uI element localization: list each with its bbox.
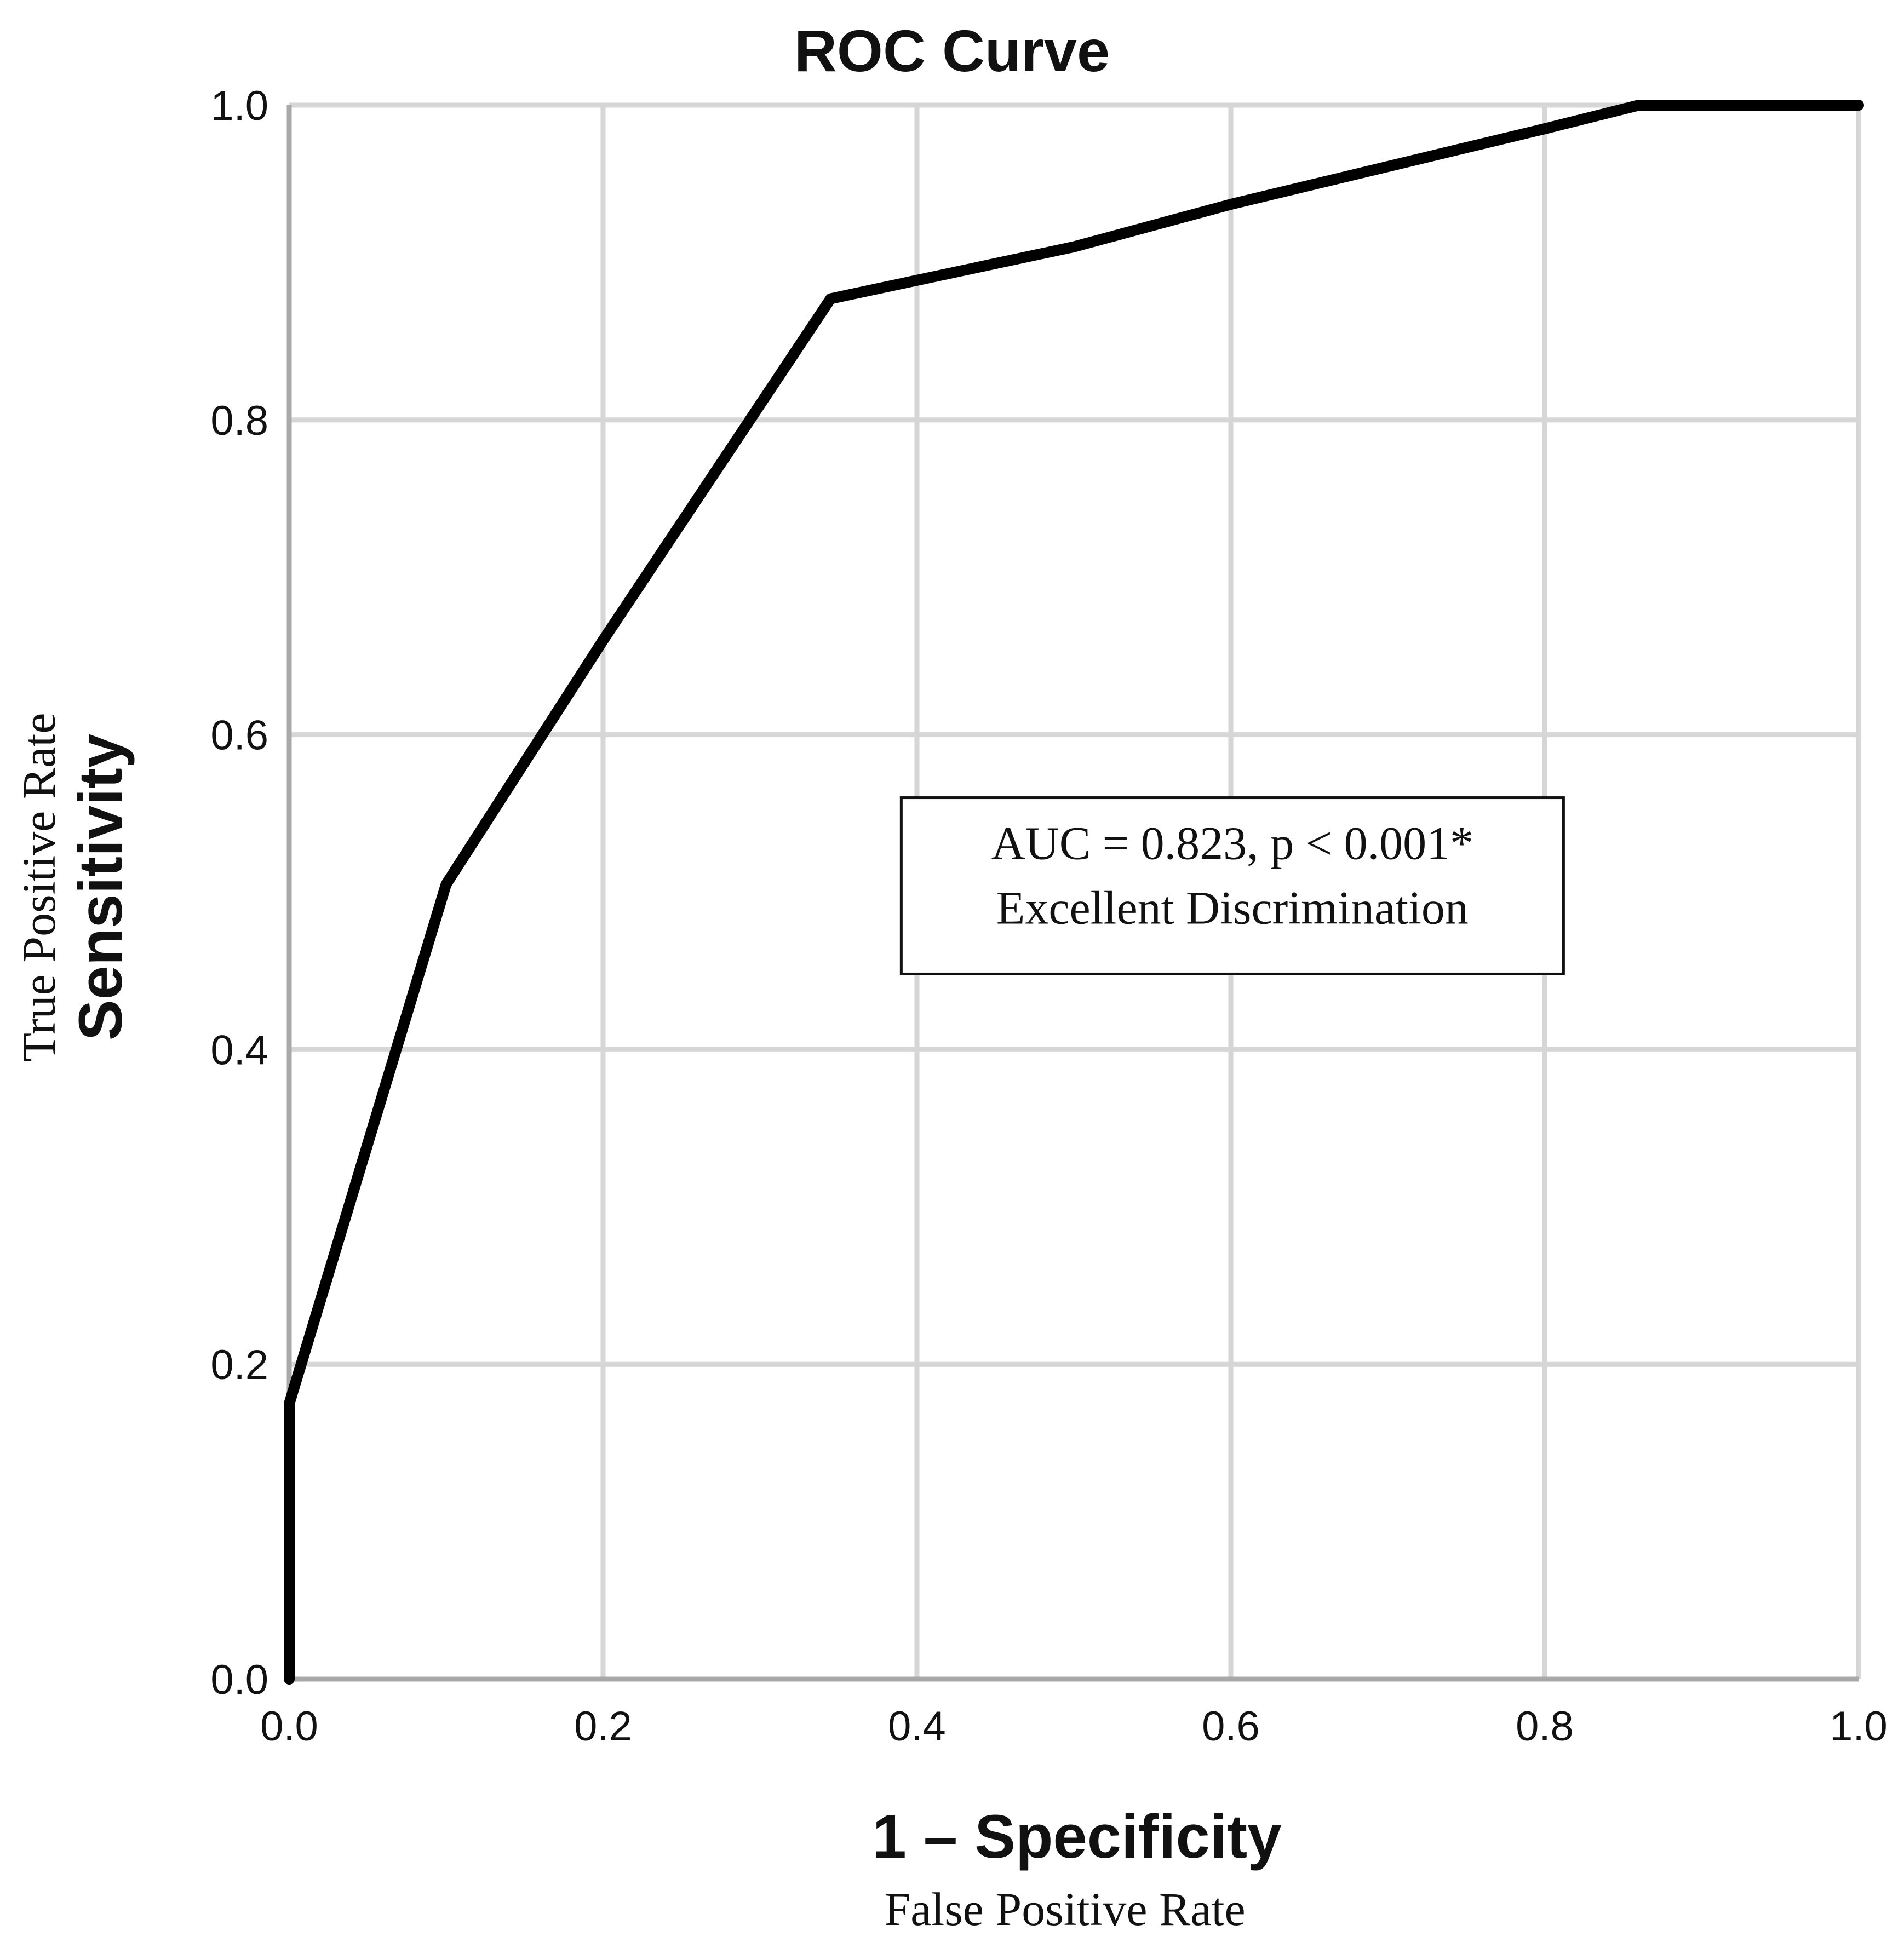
x-tick-label-1: 0.2 bbox=[574, 1703, 632, 1750]
x-tick-label-2: 0.4 bbox=[888, 1703, 946, 1750]
annotation: AUC = 0.823, p < 0.001* Excellent Discri… bbox=[899, 796, 1565, 975]
annotation-box bbox=[899, 796, 1565, 975]
y-tick-label-4: 0.8 bbox=[210, 398, 268, 444]
x-axis-title: 1 – Specificity bbox=[872, 1802, 1281, 1871]
y-tick-labels: 0.0 0.2 0.4 0.6 0.8 1.0 bbox=[210, 83, 268, 1703]
x-tick-labels: 0.0 0.2 0.4 0.6 0.8 1.0 bbox=[260, 1703, 1888, 1750]
y-tick-label-0: 0.0 bbox=[210, 1657, 268, 1703]
chart-title: ROC Curve bbox=[794, 18, 1110, 84]
y-axis-subtitle: True Positive Rate bbox=[13, 712, 65, 1061]
series bbox=[284, 100, 1864, 1685]
x-tick-label-5: 1.0 bbox=[1830, 1703, 1888, 1750]
annotation-line-1: AUC = 0.823, p < 0.001* bbox=[991, 817, 1474, 870]
x-tick-label-0: 0.0 bbox=[260, 1703, 318, 1750]
y-tick-label-3: 0.6 bbox=[210, 712, 268, 759]
x-axis-subtitle: False Positive Rate bbox=[884, 1883, 1245, 1935]
x-tick-label-3: 0.6 bbox=[1202, 1703, 1260, 1750]
y-tick-label-5: 1.0 bbox=[210, 83, 268, 129]
y-axis-title: Sensitivity bbox=[66, 734, 135, 1041]
y-tick-label-1: 0.2 bbox=[210, 1342, 268, 1388]
roc-curve-line bbox=[284, 100, 1864, 1685]
annotation-line-2: Excellent Discrimination bbox=[996, 882, 1469, 934]
y-tick-label-2: 0.4 bbox=[210, 1027, 268, 1073]
x-tick-label-4: 0.8 bbox=[1516, 1703, 1574, 1750]
